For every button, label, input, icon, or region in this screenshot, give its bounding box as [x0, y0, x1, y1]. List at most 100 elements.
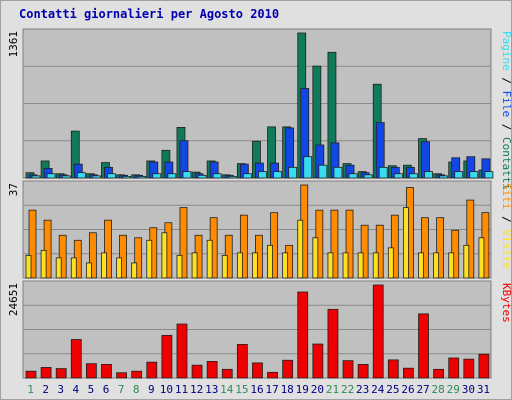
bar-visite-25: [390, 214, 399, 279]
legend-visite: Visite: [500, 229, 511, 269]
bar-siti-5: [85, 262, 92, 279]
bar-pagine-27: [424, 171, 433, 179]
day-label-24: 24: [371, 383, 385, 396]
bar-siti-25: [387, 247, 394, 279]
bar-pagine-20: [318, 164, 328, 179]
bar-pagine-17: [273, 171, 282, 179]
bar-siti-20: [312, 237, 319, 279]
day-label-2: 2: [42, 383, 49, 396]
bar-pagine-3: [61, 175, 71, 179]
bar-kbytes-30: [463, 358, 475, 379]
bar-visite-8: [134, 237, 143, 279]
bar-siti-16: [252, 252, 258, 279]
bar-kbytes-15: [236, 344, 248, 379]
ymax-label: 37: [7, 183, 20, 196]
bar-pagine-2: [46, 173, 56, 179]
bar-pagine-22: [348, 173, 358, 179]
day-label-17: 17: [265, 383, 278, 396]
bar-kbytes-27: [418, 313, 429, 379]
bar-siti-1: [25, 254, 32, 279]
bar-kbytes-28: [433, 368, 445, 379]
bar-siti-18: [282, 252, 289, 279]
bar-pagine-18: [288, 166, 298, 179]
bar-pagine-1: [31, 175, 41, 179]
bar-kbytes-13: [206, 361, 218, 379]
bar-siti-8: [131, 262, 138, 279]
bar-siti-10: [161, 232, 168, 279]
bar-pagine-14: [227, 176, 237, 179]
bar-pagine-10: [167, 173, 177, 179]
bar-siti-3: [55, 257, 62, 279]
legend-pagine: Pagine: [500, 31, 511, 71]
bar-visite-27: [421, 217, 429, 279]
bar-siti-31: [478, 237, 485, 279]
bar-pagine-7: [122, 176, 131, 179]
bar-visite-22: [345, 209, 354, 279]
bar-pagine-19: [303, 156, 313, 179]
legend-sep: /: [500, 117, 511, 137]
bar-siti-17: [267, 244, 273, 279]
bar-pagine-11: [182, 171, 192, 179]
bar-siti-22: [342, 252, 349, 279]
bar-pagine-29: [454, 171, 464, 179]
bar-siti-14: [221, 254, 228, 279]
day-label-15: 15: [235, 383, 248, 396]
bar-kbytes-8: [131, 370, 143, 379]
bar-kbytes-31: [478, 353, 490, 379]
bar-kbytes-17: [267, 371, 278, 379]
bar-kbytes-18: [282, 359, 294, 379]
bar-visite-2: [43, 219, 52, 279]
bar-kbytes-19: [297, 291, 309, 379]
day-label-29: 29: [447, 383, 460, 396]
day-label-1: 1: [27, 383, 34, 396]
bar-visite-6: [104, 219, 112, 279]
bar-visite-5: [88, 232, 97, 279]
bar-pagine-23: [363, 174, 373, 179]
bar-pagine-6: [107, 173, 116, 179]
bar-pagine-30: [469, 171, 479, 179]
bar-kbytes-2: [40, 367, 52, 379]
day-label-8: 8: [133, 383, 140, 396]
day-label-3: 3: [57, 383, 64, 396]
bar-kbytes-24: [372, 284, 384, 379]
day-label-12: 12: [190, 383, 203, 396]
day-label-7: 7: [118, 383, 125, 396]
legend-contatti: Contatti: [500, 137, 511, 190]
bar-siti-4: [70, 257, 77, 279]
bar-pagine-28: [439, 175, 449, 179]
bar-pagine-24: [378, 166, 388, 179]
bar-visite-1: [28, 209, 37, 279]
bar-kbytes-12: [191, 364, 203, 379]
bar-siti-27: [418, 252, 424, 279]
bar-kbytes-23: [357, 364, 369, 379]
bar-kbytes-1: [25, 370, 37, 379]
bar-siti-7: [116, 257, 122, 279]
bar-kbytes-10: [161, 334, 173, 379]
bar-visite-11: [179, 207, 188, 279]
day-label-28: 28: [432, 383, 445, 396]
page-title: Contatti giornalieri per Agosto 2010: [19, 7, 280, 21]
bar-kbytes-25: [387, 359, 399, 379]
bar-kbytes-14: [221, 368, 233, 379]
bar-kbytes-21: [327, 308, 339, 379]
day-label-14: 14: [220, 383, 234, 396]
day-label-16: 16: [250, 383, 263, 396]
bar-kbytes-5: [85, 363, 97, 379]
day-label-21: 21: [326, 383, 339, 396]
day-label-6: 6: [103, 383, 110, 396]
bar-kbytes-22: [342, 360, 354, 379]
day-label-9: 9: [148, 383, 155, 396]
bar-kbytes-16: [252, 362, 263, 379]
bar-siti-21: [327, 252, 334, 279]
bar-kbytes-29: [448, 357, 460, 379]
bar-kbytes-9: [146, 361, 158, 379]
bar-pagine-26: [409, 173, 418, 179]
legend-kbytes: KBytes: [500, 283, 511, 323]
day-label-18: 18: [281, 383, 294, 396]
bar-pagine-21: [333, 166, 343, 179]
bar-siti-29: [448, 252, 455, 279]
bar-pagine-5: [91, 175, 101, 179]
bar-visite-3: [58, 234, 67, 279]
bar-siti-13: [206, 239, 213, 279]
